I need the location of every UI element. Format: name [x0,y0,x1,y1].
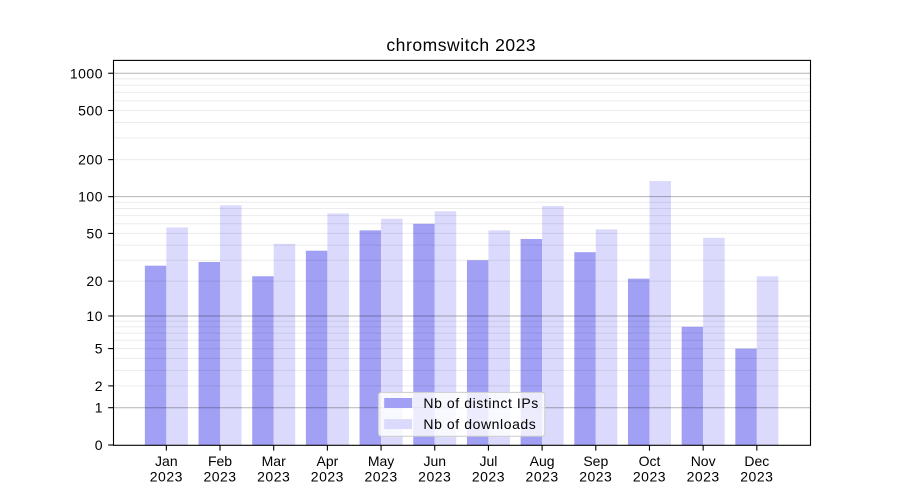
svg-text:500: 500 [78,102,103,118]
svg-text:Feb: Feb [208,453,232,469]
svg-text:Dec: Dec [744,453,769,469]
svg-text:Aug: Aug [530,453,555,469]
svg-text:1000: 1000 [70,65,103,81]
svg-text:Jan: Jan [155,453,178,469]
svg-text:50: 50 [86,225,103,241]
svg-text:200: 200 [78,152,103,168]
svg-text:2023: 2023 [633,469,666,485]
svg-text:2023: 2023 [579,469,612,485]
svg-text:0: 0 [95,437,103,453]
svg-text:Oct: Oct [639,453,661,469]
svg-text:2023: 2023 [418,469,451,485]
svg-text:Nov: Nov [691,453,716,469]
svg-text:20: 20 [86,273,103,289]
svg-text:2023: 2023 [257,469,290,485]
svg-text:Sep: Sep [583,453,608,469]
svg-text:May: May [368,453,394,469]
svg-text:2023: 2023 [311,469,344,485]
svg-text:2023: 2023 [472,469,505,485]
svg-text:Jun: Jun [423,453,446,469]
svg-text:2: 2 [95,378,103,394]
svg-text:chromswitch 2023: chromswitch 2023 [386,35,536,55]
svg-text:Nb of distinct IPs: Nb of distinct IPs [423,395,538,411]
svg-text:5: 5 [95,341,103,357]
svg-text:2023: 2023 [526,469,559,485]
svg-text:2023: 2023 [150,469,183,485]
svg-text:10: 10 [86,308,103,324]
svg-text:100: 100 [78,189,103,205]
svg-text:Mar: Mar [262,453,286,469]
svg-text:2023: 2023 [687,469,720,485]
svg-text:2023: 2023 [364,469,397,485]
svg-text:Nb of downloads: Nb of downloads [423,416,536,432]
svg-text:2023: 2023 [740,469,773,485]
svg-text:2023: 2023 [203,469,236,485]
svg-text:Jul: Jul [479,453,497,469]
svg-text:1: 1 [95,400,103,416]
svg-text:Apr: Apr [316,453,338,469]
